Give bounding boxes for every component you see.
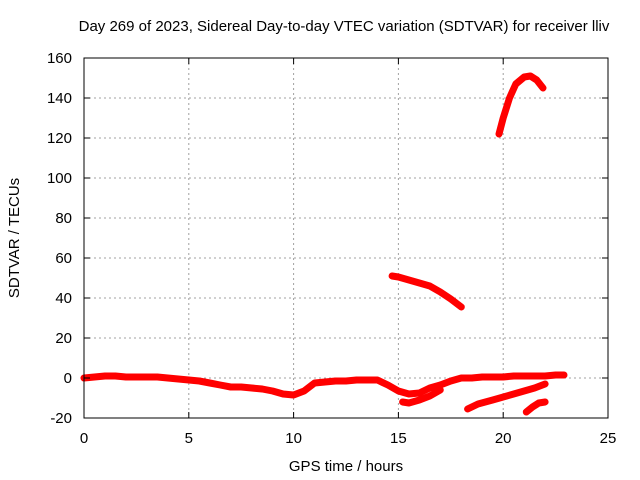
- y-tick-label: 140: [47, 90, 72, 107]
- x-tick-label: 5: [185, 430, 193, 447]
- series-line-4: [399, 386, 444, 407]
- x-tick-label: 10: [285, 430, 302, 447]
- x-tick-label: 25: [600, 430, 617, 447]
- y-axis-label: SDTVAR / TECUs: [6, 178, 23, 298]
- y-tick-label: 0: [64, 370, 72, 387]
- y-tick-label: 160: [47, 50, 72, 67]
- y-tick-label: 60: [55, 250, 72, 267]
- series-line-5: [464, 380, 549, 413]
- plot-frame: [83, 57, 609, 419]
- y-tick-label: 120: [47, 130, 72, 147]
- y-tick-label: 20: [55, 330, 72, 347]
- series-line-6: [522, 398, 549, 416]
- data-series: [80, 72, 568, 416]
- axis-ticks: 0 5 10 15 20 25 -20 0 20 40 60 80 100 120 140 160: [47, 50, 616, 447]
- series-line-3: [495, 72, 547, 138]
- x-tick-label: 15: [390, 430, 407, 447]
- x-tick-label: 0: [80, 430, 88, 447]
- x-axis-label: GPS time / hours: [289, 458, 403, 475]
- y-tick-label: 80: [55, 210, 72, 227]
- series-line-1: [80, 371, 568, 399]
- grid-lines: [84, 58, 608, 418]
- series-line-2: [388, 272, 465, 311]
- chart-title: Day 269 of 2023, Sidereal Day-to-day VTE…: [79, 18, 610, 35]
- y-tick-label: 40: [55, 290, 72, 307]
- y-tick-label: 100: [47, 170, 72, 187]
- x-tick-label: 20: [495, 430, 512, 447]
- y-tick-label: -20: [50, 410, 72, 427]
